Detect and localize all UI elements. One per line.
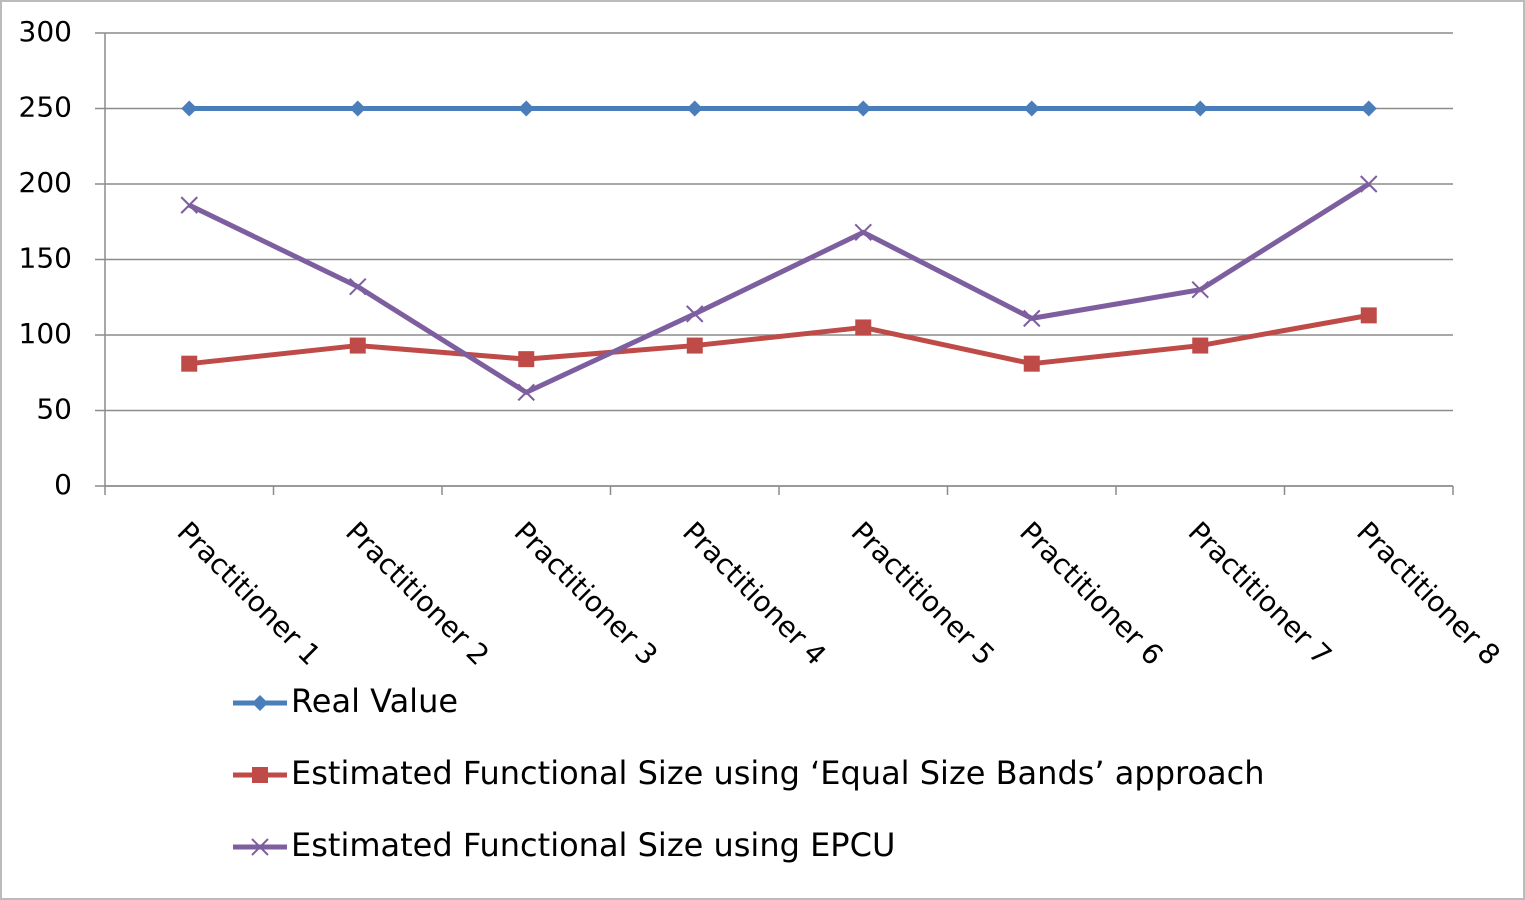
marker	[686, 305, 704, 323]
legend-label: Real Value	[291, 682, 458, 720]
legend-label: Estimated Functional Size using ‘Equal S…	[291, 754, 1265, 792]
marker	[686, 100, 703, 117]
marker	[181, 355, 198, 372]
marker	[1192, 100, 1209, 117]
y-tick-label: 150	[19, 242, 72, 275]
y-tick-label: 250	[19, 91, 72, 124]
y-tick-label: 100	[19, 317, 72, 350]
legend-marker	[252, 695, 268, 711]
series-line	[188, 312, 1370, 367]
y-tick-label: 300	[19, 15, 72, 48]
marker	[854, 223, 872, 242]
marker	[1360, 100, 1377, 117]
y-tick-label: 200	[19, 166, 72, 199]
marker	[855, 100, 872, 117]
marker	[855, 319, 872, 336]
marker	[518, 351, 535, 368]
marker	[180, 196, 198, 214]
y-tick-label: 50	[36, 393, 72, 426]
marker	[349, 277, 367, 296]
marker	[181, 100, 198, 117]
marker	[1023, 309, 1041, 328]
series-line	[188, 181, 1371, 395]
legend-label: Estimated Functional Size using EPCU	[291, 826, 895, 864]
y-tick-label: 0	[54, 468, 72, 501]
marker	[1191, 280, 1209, 299]
marker	[349, 100, 366, 117]
marker	[1023, 100, 1040, 117]
marker	[1360, 307, 1377, 324]
marker	[349, 337, 366, 354]
marker	[518, 100, 535, 117]
marker	[517, 383, 535, 402]
marker	[1192, 337, 1209, 354]
marker	[686, 337, 703, 354]
marker	[1360, 175, 1378, 193]
legend-marker	[252, 767, 268, 783]
marker	[1023, 355, 1040, 372]
legend-marker	[251, 838, 269, 856]
